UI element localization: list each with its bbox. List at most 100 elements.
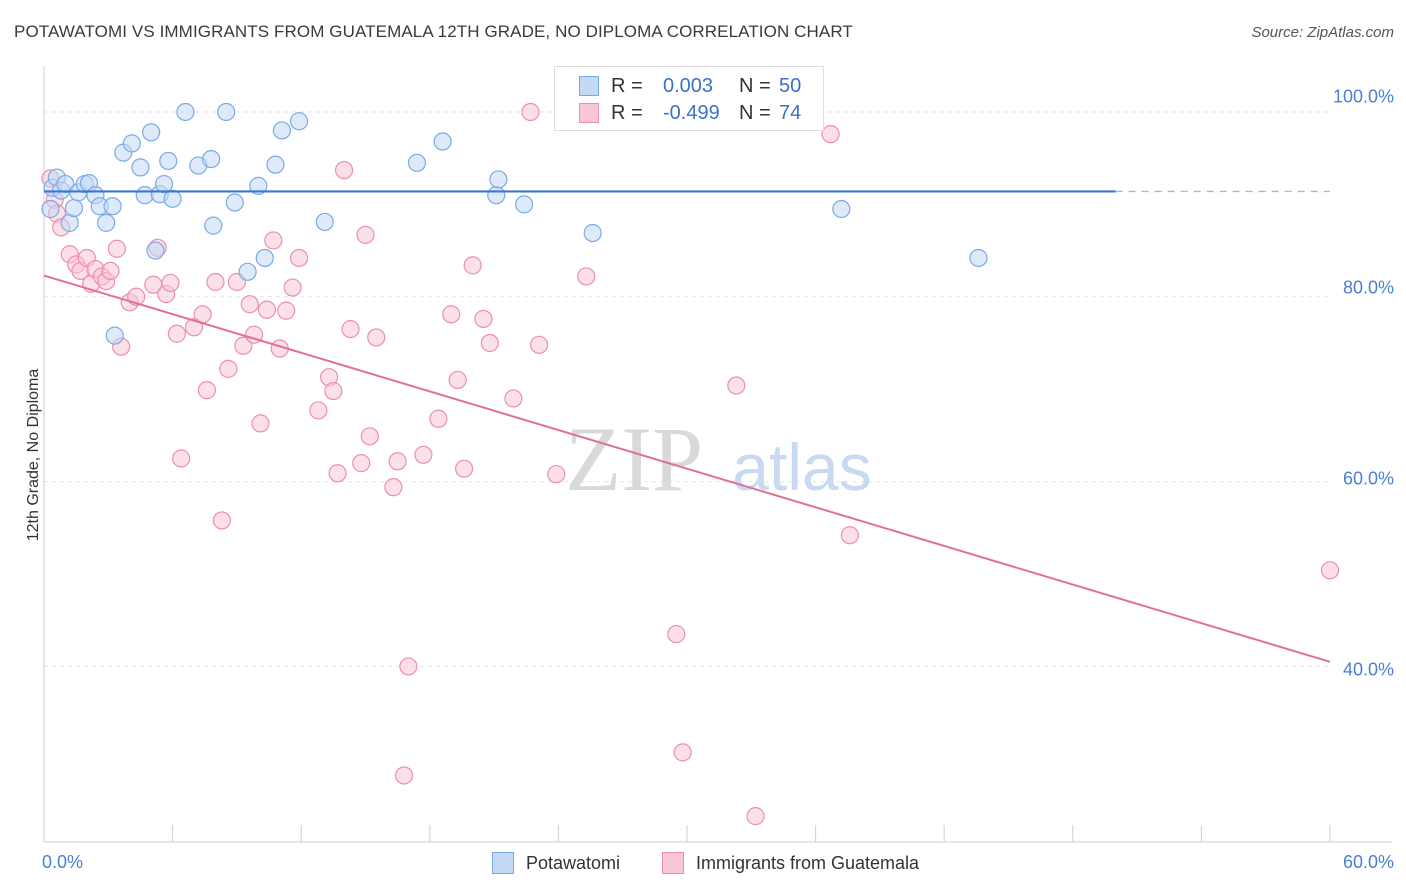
potawatomi-point — [146, 241, 165, 260]
x-tick-label-min: 0.0% — [42, 852, 84, 872]
y-tick-label-100: 100.0% — [1332, 86, 1394, 107]
guatemala-point — [454, 459, 474, 478]
guatemala-point — [101, 261, 120, 281]
guatemala-point — [334, 161, 354, 180]
potawatomi-point — [217, 102, 236, 122]
guatemala-point — [257, 300, 277, 319]
potawatomi-point — [487, 186, 506, 205]
guatemala-point — [394, 766, 414, 785]
guatemala-point — [172, 449, 191, 468]
potawatomi-point — [105, 326, 124, 345]
potawatomi-point — [238, 262, 257, 281]
legend-r-value: -0.499 — [663, 101, 720, 124]
series-legend: Potawatomi Immigrants from Guatemala — [0, 852, 1406, 878]
guatemala-point — [727, 376, 746, 395]
guatemala-point — [442, 305, 461, 324]
guatemala-point — [384, 478, 403, 497]
guatemala-point — [821, 125, 840, 144]
guatemala-point — [283, 278, 302, 297]
potawatomi-point — [407, 153, 427, 172]
y-axis-label: 12th Grade, No Diploma — [25, 368, 42, 542]
y-tick-label-40: 40.0% — [1342, 659, 1394, 680]
potawatomi-point — [135, 186, 154, 205]
potawatomi-point — [204, 216, 223, 235]
y-tick-label-80: 80.0% — [1342, 277, 1394, 298]
guatemala-trend-line — [43, 274, 1331, 663]
legend-swatch-blue — [579, 76, 599, 96]
watermark-atlas: atlas — [732, 430, 871, 504]
guatemala-point — [352, 454, 371, 473]
potawatomi-point — [969, 248, 988, 268]
guatemala-point — [212, 511, 231, 530]
legend-r-label: R = — [611, 74, 643, 97]
legend-label-guatemala: Immigrants from Guatemala — [696, 852, 920, 873]
y-tick-label-60: 60.0% — [1342, 468, 1394, 489]
x-tick-label-max: 60.0% — [1342, 852, 1394, 872]
guatemala-point — [840, 526, 859, 545]
potawatomi-point — [163, 189, 182, 208]
potawatomi-point — [154, 174, 174, 194]
potawatomi-point — [97, 213, 116, 232]
legend-n-value: 50 — [779, 74, 802, 97]
guatemala-point — [547, 465, 566, 484]
legend-label-potawatomi: Potawatomi — [526, 852, 621, 873]
legend-item-guatemala[interactable]: Immigrants from Guatemala — [662, 852, 919, 874]
potawatomi-point — [433, 132, 452, 151]
guatemala-point — [167, 324, 186, 343]
legend-item-potawatomi[interactable]: Potawatomi — [492, 852, 620, 874]
chart-title: POTAWATOMI VS IMMIGRANTS FROM GUATEMALA … — [14, 22, 853, 41]
guatemala-point — [184, 318, 204, 337]
potawatomi-point — [103, 197, 122, 216]
potawatomi-point — [202, 149, 221, 169]
guatemala-point — [474, 309, 493, 329]
guatemala-point — [328, 464, 347, 483]
potawatomi-point — [255, 248, 274, 268]
potawatomi-point — [176, 102, 195, 122]
guatemala-point — [161, 273, 180, 293]
potawatomi-point — [315, 212, 334, 232]
guatemala-point — [219, 359, 238, 378]
series-potawatomi-points — [41, 102, 988, 345]
guatemala-point — [240, 295, 259, 314]
potawatomi-point — [41, 199, 60, 219]
potawatomi-point — [832, 199, 851, 219]
legend-row-potawatomi: R = 0.003 N = 50 — [579, 73, 801, 99]
potawatomi-point — [266, 155, 285, 174]
potawatomi-point — [122, 134, 141, 153]
legend-swatch-pink — [579, 103, 599, 123]
guatemala-point — [251, 414, 270, 433]
guatemala-point — [234, 336, 253, 355]
legend-n-value: 74 — [779, 101, 802, 124]
guatemala-point — [463, 256, 482, 275]
legend-r-value: 0.003 — [663, 74, 714, 97]
legend-n-label: N = — [739, 74, 771, 97]
legend-n-label: N = — [739, 101, 771, 124]
guatemala-point — [504, 389, 523, 408]
watermark: ZIP atlas — [565, 408, 872, 510]
potawatomi-point — [272, 121, 292, 140]
guatemala-point — [341, 320, 360, 339]
guatemala-point — [324, 381, 343, 401]
potawatomi-point — [583, 223, 602, 243]
guatemala-point — [206, 272, 225, 292]
potawatomi-point — [56, 174, 75, 194]
guatemala-point — [193, 305, 212, 324]
trend-lines — [43, 190, 1331, 663]
guatemala-point — [1320, 561, 1340, 580]
guatemala-point — [399, 657, 418, 676]
potawatomi-point — [64, 198, 84, 218]
guatemala-point — [356, 225, 375, 244]
potawatomi-point — [225, 193, 244, 212]
guatemala-point — [197, 381, 216, 400]
guatemala-point — [414, 445, 433, 464]
guatemala-point — [746, 807, 765, 826]
guatemala-point — [360, 427, 379, 446]
potawatomi-point — [515, 195, 534, 214]
source-label: Source: ZipAtlas.com — [1251, 24, 1394, 41]
guatemala-point — [107, 239, 126, 258]
guatemala-point — [521, 102, 540, 122]
guatemala-point — [429, 409, 448, 428]
guatemala-point — [667, 624, 686, 644]
correlation-legend: R = 0.003 N = 50 R = -0.499 N = 74 — [554, 66, 824, 131]
